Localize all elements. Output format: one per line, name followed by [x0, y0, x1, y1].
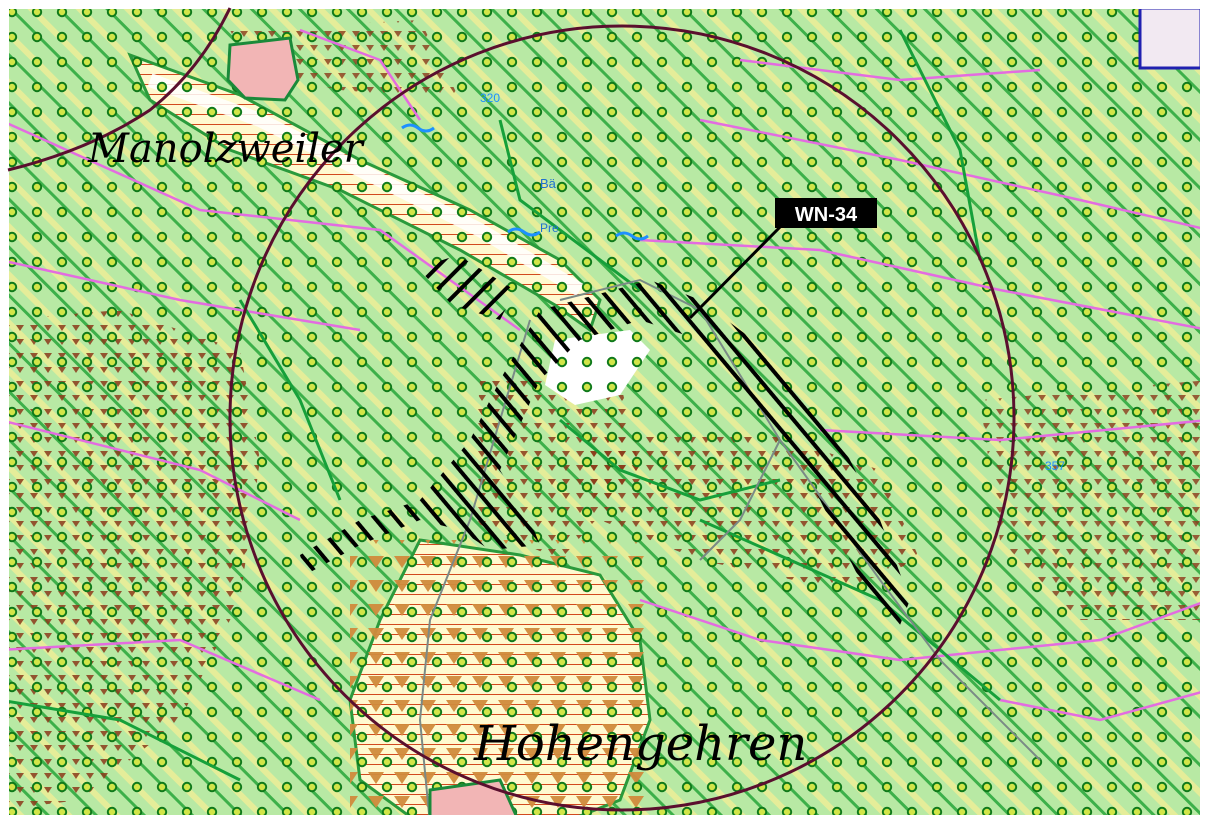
callout-leader-line [688, 220, 787, 320]
water-marks [401, 123, 649, 241]
map-frame [7, 7, 1202, 817]
site-callout[interactable]: WN-34 [688, 198, 877, 320]
elevation-label-a: 320 [480, 91, 500, 105]
radius-circles [7, 7, 1016, 812]
callout-box [775, 198, 877, 228]
elevation-label-b: 357 [1045, 459, 1065, 473]
stream-label-b: Pre [540, 221, 559, 235]
stream-label-a: Bä [540, 176, 557, 191]
radius-circle-arc-north-west [7, 7, 232, 172]
callout-label: WN-34 [795, 204, 858, 226]
place-label-hohengehren: Hohengehren [473, 716, 807, 772]
settlement-manolzweiler [226, 36, 300, 102]
radius-circle-main [228, 24, 1016, 812]
place-label-manolzweiler: Manolzweiler [87, 126, 366, 172]
settlement-ne-box [1138, 8, 1201, 70]
zone-north-lobe [418, 255, 515, 320]
zone-main-arm [300, 280, 910, 625]
